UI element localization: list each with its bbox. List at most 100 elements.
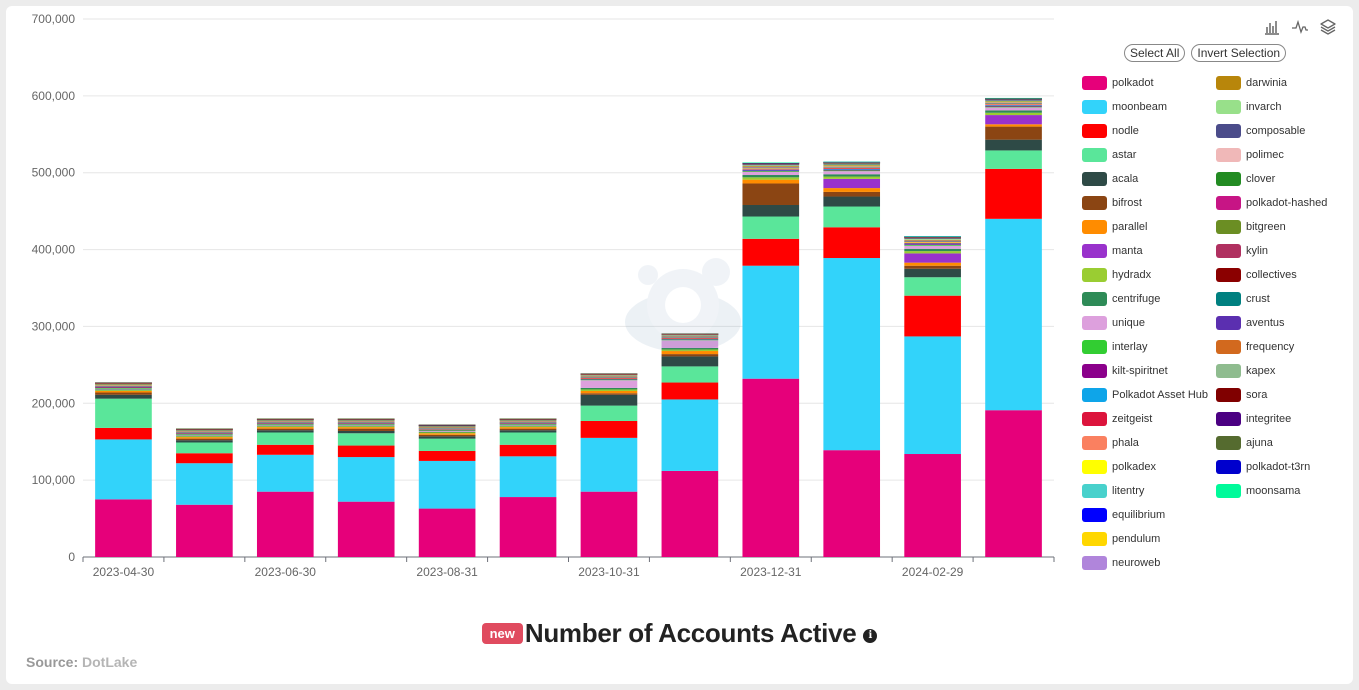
legend-item[interactable]: moonbeam — [1082, 97, 1167, 117]
x-tick-label: 2023-04-30 — [93, 565, 155, 579]
bar-segment — [823, 169, 881, 171]
legend-item[interactable]: bitgreen — [1216, 217, 1286, 237]
legend-item[interactable]: ajuna — [1216, 433, 1273, 453]
legend-item[interactable]: aventus — [1216, 313, 1285, 333]
bar-segment — [418, 426, 476, 428]
legend-item[interactable]: centrifuge — [1082, 289, 1160, 309]
legend-item[interactable]: kapex — [1216, 361, 1275, 381]
legend-item[interactable]: neuroweb — [1082, 553, 1160, 573]
select-all-button[interactable]: Select All — [1124, 44, 1186, 62]
legend-item[interactable]: clover — [1216, 169, 1275, 189]
bar-segment — [499, 422, 557, 423]
legend-label: equilibrium — [1112, 509, 1166, 521]
bar-segment — [985, 105, 1042, 106]
legend-swatch — [1216, 148, 1241, 162]
legend-item[interactable]: interlay — [1082, 337, 1147, 357]
legend-item[interactable]: unique — [1082, 313, 1145, 333]
legend-swatch — [1082, 532, 1107, 546]
bar-segment — [661, 366, 719, 383]
legend-label: kapex — [1246, 365, 1276, 377]
legend-swatch — [1082, 364, 1107, 378]
legend-swatch — [1216, 220, 1241, 234]
bar-segment — [418, 429, 476, 430]
legend-item[interactable]: kilt-spiritnet — [1082, 361, 1168, 381]
bar-segment — [904, 277, 961, 296]
invert-selection-button[interactable]: Invert Selection — [1191, 44, 1287, 62]
legend-swatch — [1082, 340, 1107, 354]
bar-segment — [742, 168, 800, 169]
bar-segment — [742, 177, 800, 180]
source-label: Source: — [26, 654, 79, 670]
bar-segment — [256, 491, 314, 557]
bar-segment — [742, 168, 800, 170]
bar-segment — [256, 428, 314, 431]
legend-swatch — [1082, 292, 1107, 306]
bar-segment — [256, 418, 314, 420]
bar-segment — [661, 339, 719, 341]
legend-item[interactable]: zeitgeist — [1082, 409, 1152, 429]
bar-segment — [499, 430, 557, 433]
legend-selector: Select All Invert Selection — [1124, 44, 1287, 62]
legend-item[interactable]: phala — [1082, 433, 1139, 453]
legend-swatch — [1082, 172, 1107, 186]
bar-segment — [337, 423, 395, 425]
legend-label: bitgreen — [1246, 221, 1286, 233]
bar-segment — [95, 387, 152, 389]
source-line: Source: DotLake — [26, 654, 137, 670]
legend-swatch — [1216, 484, 1241, 498]
legend-item[interactable]: invarch — [1216, 97, 1281, 117]
bar-segment — [904, 243, 961, 244]
legend-item[interactable]: polimec — [1216, 145, 1284, 165]
bar-segment — [661, 347, 719, 350]
legend-item[interactable]: kylin — [1216, 241, 1268, 261]
legend-item[interactable]: manta — [1082, 241, 1143, 261]
legend-item[interactable]: moonsama — [1216, 481, 1300, 501]
bar-segment — [985, 100, 1042, 102]
bar-segment — [661, 337, 719, 338]
legend-item[interactable]: composable — [1216, 121, 1305, 141]
source-name[interactable]: DotLake — [82, 654, 138, 670]
bar-segment — [823, 168, 881, 170]
legend-item[interactable]: polkadot-t3rn — [1216, 457, 1310, 477]
legend-item[interactable]: pendulum — [1082, 529, 1160, 549]
stack-icon[interactable] — [1319, 18, 1337, 36]
legend-item[interactable]: polkadot — [1082, 73, 1154, 93]
legend-item[interactable]: collectives — [1216, 265, 1297, 285]
legend-item[interactable]: litentry — [1082, 481, 1144, 501]
info-icon[interactable]: i — [863, 628, 878, 643]
bar-segment — [176, 434, 233, 435]
legend-swatch — [1216, 364, 1241, 378]
legend-item[interactable]: integritee — [1216, 409, 1291, 429]
legend-label: zeitgeist — [1112, 413, 1153, 425]
bar-segment — [337, 445, 395, 458]
legend-item[interactable]: equilibrium — [1082, 505, 1165, 525]
legend-item[interactable]: frequency — [1216, 337, 1294, 357]
legend-item[interactable]: Polkadot Asset Hub — [1082, 385, 1208, 405]
legend-item[interactable]: hydradx — [1082, 265, 1151, 285]
bar-segment — [95, 384, 152, 386]
bar-segment — [661, 335, 719, 336]
bar-segment — [95, 385, 152, 386]
bar-segment — [499, 426, 557, 428]
legend-item[interactable]: polkadex — [1082, 457, 1156, 477]
legend-item[interactable]: crust — [1216, 289, 1270, 309]
x-tick-label: 2024-02-29 — [902, 565, 964, 579]
legend-item[interactable]: acala — [1082, 169, 1138, 189]
bar-segment — [985, 102, 1042, 104]
legend-item[interactable]: nodle — [1082, 121, 1139, 141]
bar-segment — [904, 262, 961, 266]
legend-item[interactable]: polkadot-hashed — [1216, 193, 1327, 213]
legend-item[interactable]: astar — [1082, 145, 1136, 165]
legend-item[interactable]: darwinia — [1216, 73, 1287, 93]
line-chart-icon[interactable] — [1291, 18, 1309, 36]
legend-item[interactable]: sora — [1216, 385, 1267, 405]
bar-segment — [823, 178, 881, 189]
bar-segment — [580, 389, 638, 391]
bar-segment — [823, 163, 881, 165]
bar-chart-icon[interactable] — [1263, 18, 1281, 36]
bar-segment — [95, 392, 152, 395]
legend-item[interactable]: parallel — [1082, 217, 1147, 237]
bar-segment — [904, 239, 961, 240]
legend-item[interactable]: bifrost — [1082, 193, 1142, 213]
legend-label: kylin — [1246, 245, 1269, 257]
